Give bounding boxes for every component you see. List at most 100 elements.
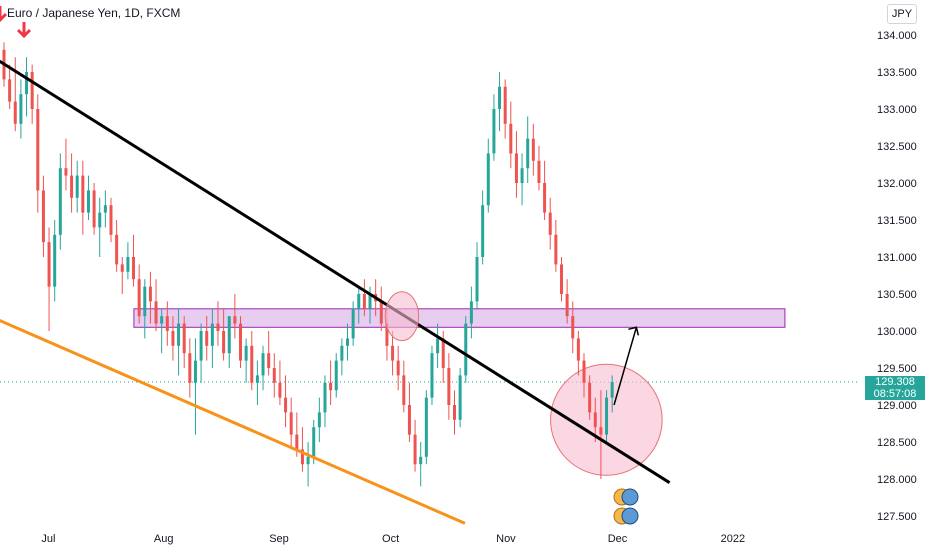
candle [498,72,502,132]
candles [2,42,614,487]
candle-body [357,294,361,309]
candle [8,64,12,109]
candle-body [610,382,614,398]
candle-body [227,316,231,354]
candle [115,220,119,272]
candle [30,64,34,124]
candle-body [154,301,158,324]
target-arrow-head [628,326,640,336]
candle-body [424,397,428,457]
candle-body [143,286,147,317]
candle-body [171,331,175,346]
candle [98,197,102,257]
event-icon-front [621,507,639,525]
candle-body [295,434,299,450]
candle [548,197,552,250]
candle [402,360,406,413]
candle [351,301,355,346]
candle [53,220,57,302]
candle [58,153,62,250]
y-tick-label: 129.000 [877,400,917,412]
candle-body [312,427,316,457]
candle [143,279,147,339]
candle-body [193,360,197,383]
candle-body [396,360,400,376]
candle-body [272,368,276,383]
candle [126,242,130,280]
candle-body [25,72,29,95]
candle [199,323,203,383]
candle-body [323,382,327,413]
candle [216,301,220,346]
resistance-zone [133,308,786,328]
candle [75,160,79,213]
candle [329,360,333,405]
candle-body [441,338,445,368]
candle [407,382,411,442]
candle-body [160,316,164,324]
candle-body [481,205,485,257]
candle [278,360,282,405]
candle-body [289,412,293,435]
candle [300,427,304,472]
candle-body [464,323,468,376]
candle-body [244,345,248,361]
current-price-label: 129.308 08:57:08 [865,376,925,401]
candle-body [239,323,243,361]
candle [531,123,535,176]
y-tick-label: 134.000 [877,30,917,42]
candle [177,308,181,376]
candle-body [306,456,310,465]
candle [171,316,175,361]
candle [481,190,485,265]
candle [255,360,259,405]
candle-body [452,405,456,420]
x-tick-label: Sep [269,533,289,545]
candle-body [554,234,558,265]
candle-body [86,190,90,213]
candle [210,308,214,368]
candle [565,279,569,324]
candle [430,345,434,405]
candle-body [216,323,220,331]
x-tick-label: Nov [496,533,516,545]
candle [227,316,231,368]
candle [576,331,580,376]
candle-body [64,168,68,176]
candle-body [385,323,389,346]
candle [469,286,473,339]
overlays [0,6,671,525]
x-tick-label: Aug [154,533,174,545]
candle [396,345,400,391]
y-tick-label: 128.500 [877,437,917,449]
x-tick-label: Oct [382,533,399,545]
candle-body [75,175,79,198]
candle-body [588,382,592,413]
candle [391,331,395,376]
candle [25,57,29,117]
candle [419,442,423,487]
candle [233,294,237,339]
down-marker-icon [16,28,32,39]
candle-body [475,257,479,302]
y-tick-label: 132.000 [877,178,917,190]
candle-body [188,353,192,383]
candle-body [284,397,288,413]
candle-body [593,412,597,428]
candle-body [559,264,563,294]
candle [109,197,113,243]
candle-body [300,449,304,465]
candle-body [165,316,169,331]
candle [154,279,158,331]
candle-body [58,168,62,235]
candle-body [81,175,85,213]
candle-body [391,345,395,361]
candle [554,220,558,272]
candle [81,160,85,235]
currency-button[interactable]: JPY [887,4,917,24]
support-line [0,318,466,525]
candle-body [413,434,417,465]
candle [447,353,451,420]
candle-body [98,212,102,228]
